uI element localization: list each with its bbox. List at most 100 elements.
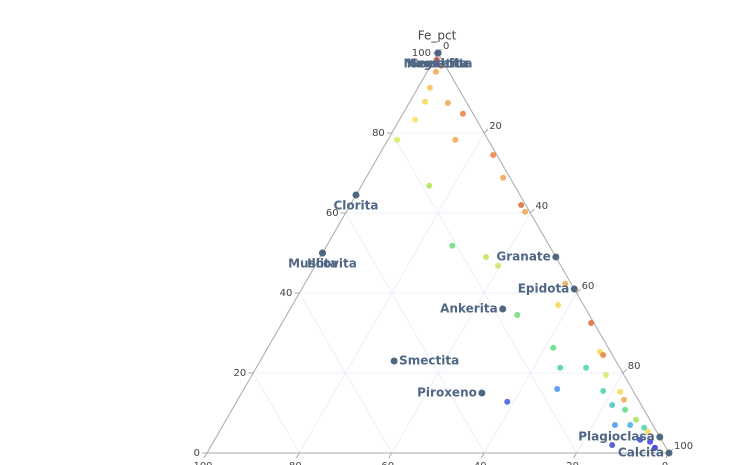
point	[609, 442, 616, 448]
b-tick-label: 40	[474, 461, 487, 465]
point	[644, 428, 651, 435]
point-label: Magnetita	[404, 57, 473, 71]
point	[622, 406, 629, 413]
b-tick	[388, 452, 393, 459]
point	[632, 416, 639, 423]
point	[483, 254, 490, 260]
grid-line	[298, 132, 485, 454]
point	[554, 386, 561, 392]
b-tick-label: 20	[566, 461, 579, 465]
c-tick	[530, 208, 535, 214]
b-tick	[573, 452, 578, 459]
point	[438, 62, 445, 69]
grid-line	[391, 212, 531, 454]
point	[500, 174, 507, 181]
c-tick-label: 80	[628, 361, 641, 372]
point	[394, 136, 401, 143]
point	[504, 398, 511, 405]
point	[432, 68, 439, 75]
point	[449, 242, 456, 249]
c-tick-label: 0	[443, 41, 449, 52]
point	[490, 152, 497, 158]
a-tick-label: 80	[372, 128, 385, 139]
point-label: Plagioclasa	[578, 430, 655, 444]
point-label: Calcita	[618, 446, 664, 460]
point	[433, 56, 440, 63]
point	[665, 449, 673, 457]
point	[390, 357, 398, 365]
point	[656, 433, 664, 441]
c-tick	[576, 288, 581, 294]
point	[550, 344, 557, 351]
point	[552, 253, 560, 261]
point	[651, 444, 658, 451]
point	[452, 136, 459, 143]
b-tick	[295, 452, 300, 459]
a-tick-label: 0	[194, 448, 200, 459]
c-tick-label: 20	[489, 121, 502, 132]
point	[637, 436, 644, 443]
point-label: Piroxeno	[417, 386, 477, 400]
point	[602, 372, 609, 378]
point-label: Smectita	[399, 354, 459, 368]
point	[588, 320, 595, 326]
point	[422, 98, 429, 105]
point	[600, 388, 607, 394]
point-label: Clorita	[333, 199, 378, 213]
c-tick-label: 40	[535, 201, 548, 212]
point-label: Epidota	[518, 282, 570, 296]
point-label: Hematita	[407, 57, 469, 71]
b-tick-label: 60	[381, 461, 394, 465]
b-tick-label: 100	[193, 461, 212, 465]
b-tick	[203, 452, 208, 459]
a-axis-title: Fe_pct	[418, 29, 457, 43]
point	[555, 302, 562, 308]
grid-line	[483, 292, 578, 454]
point	[444, 100, 451, 106]
point	[426, 182, 433, 189]
point-label: Granate	[496, 250, 550, 264]
point	[459, 110, 466, 117]
point	[600, 352, 607, 358]
point	[426, 84, 433, 91]
point-label: Illita	[307, 257, 338, 271]
grid-line	[576, 372, 624, 454]
point	[562, 280, 569, 287]
point-label: Ankerita	[440, 302, 498, 316]
point	[611, 422, 618, 428]
point-label: Muscovita	[288, 257, 357, 271]
a-tick-label: 100	[412, 48, 431, 59]
c-tick	[622, 368, 628, 374]
point-label: Goethita	[409, 57, 467, 71]
point	[522, 208, 529, 215]
c-tick-label: 60	[582, 281, 595, 292]
point	[478, 389, 486, 397]
point	[570, 285, 578, 293]
point	[647, 438, 654, 445]
point	[583, 364, 590, 371]
b-tick-label: 80	[289, 461, 302, 465]
point	[352, 191, 360, 199]
a-tick-label: 60	[326, 208, 339, 219]
point	[641, 424, 648, 431]
point	[518, 202, 525, 208]
c-tick-label: 100	[674, 441, 693, 452]
point	[495, 262, 502, 269]
grid-line	[345, 212, 485, 454]
point	[609, 402, 616, 408]
point	[412, 116, 419, 123]
point	[620, 396, 627, 403]
point	[557, 364, 564, 371]
point	[627, 422, 634, 428]
a-tick-label: 20	[233, 368, 246, 379]
b-tick	[480, 452, 485, 459]
point	[514, 312, 521, 318]
point	[319, 249, 326, 257]
point	[499, 305, 507, 313]
b-tick-label: 0	[662, 461, 668, 465]
point	[617, 388, 624, 395]
a-tick-label: 40	[280, 288, 293, 299]
c-tick	[483, 128, 489, 134]
grid-line	[252, 372, 300, 454]
